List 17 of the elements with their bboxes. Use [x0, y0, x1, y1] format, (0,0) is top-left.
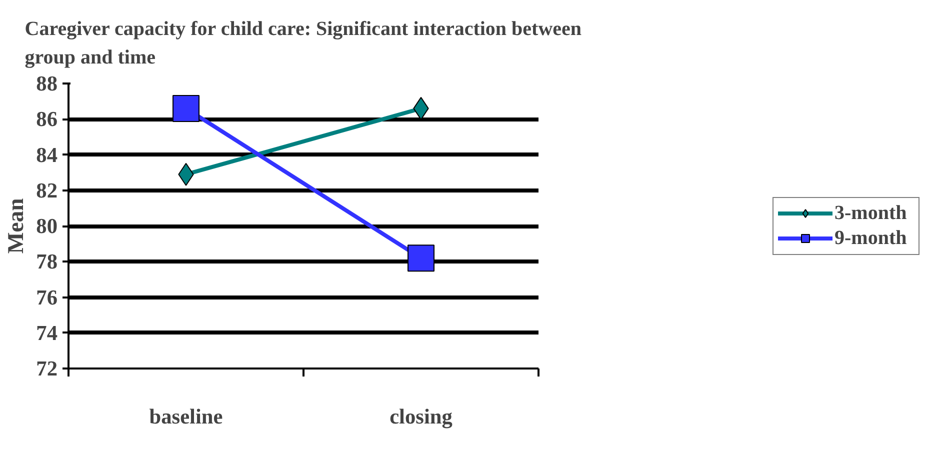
- y-tick-label: 78: [36, 250, 58, 274]
- y-tick-label: 86: [36, 107, 58, 132]
- chart-title: Caregiver capacity for child care: Significant interaction between group and time: [24, 18, 582, 68]
- legend-label: 9-month: [834, 226, 908, 250]
- y-tick-label: 82: [36, 178, 58, 202]
- y-tick-label: 80: [36, 214, 58, 238]
- point: [408, 244, 434, 272]
- y-axis-title: Mean: [3, 198, 28, 254]
- y-tick-label: 88: [36, 72, 58, 96]
- y-tick-label: 76: [36, 285, 58, 310]
- x-tick-label: closing: [390, 404, 453, 428]
- y-tick-label: 72: [36, 356, 58, 380]
- y-tick-label: 74: [36, 320, 58, 345]
- legend-label: 3-month: [834, 202, 908, 224]
- point: [172, 94, 200, 122]
- x-tick-label: baseline: [149, 404, 223, 428]
- y-tick-label: 84: [36, 142, 58, 167]
